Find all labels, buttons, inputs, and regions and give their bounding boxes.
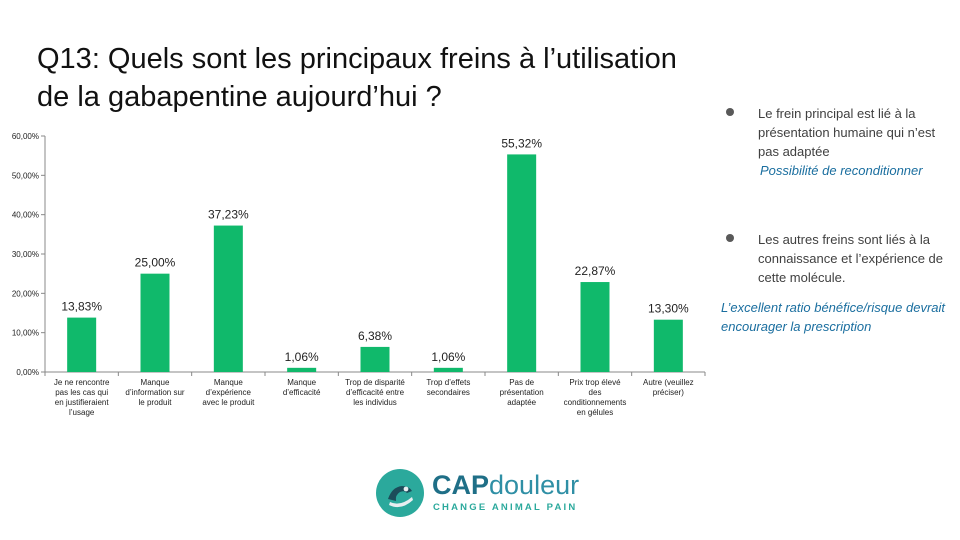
category-label-line: secondaires xyxy=(427,388,470,397)
y-tick-label: 0,00% xyxy=(16,368,39,377)
category-label-line: avec le produit xyxy=(202,398,255,407)
data-label: 13,30% xyxy=(648,302,689,316)
category-label-line: les individus xyxy=(353,398,397,407)
data-label: 1,06% xyxy=(285,350,319,364)
bar xyxy=(213,225,243,372)
category-label: Pas de présentation adaptée xyxy=(500,378,544,407)
category-label-line: d’efficacité entre xyxy=(346,388,405,397)
data-label: 25,00% xyxy=(135,256,176,270)
logo-mark-icon xyxy=(376,469,424,517)
bar xyxy=(287,367,317,372)
category-label: Je ne rencontre pas les cas qui en justifi… xyxy=(54,378,110,417)
y-tick-label: 10,00% xyxy=(12,329,39,338)
category-label-line: d’expérience xyxy=(206,388,252,397)
category-label-line: Autre (veuillez xyxy=(643,378,694,387)
category-label: Trop de disparité d’efficacité entre les i… xyxy=(345,378,405,407)
category-label-line: en gélules xyxy=(577,408,613,417)
logo-name: CAPdouleur xyxy=(432,470,579,501)
category-label-line: des xyxy=(589,388,602,397)
category-label-line: pas les cas qui xyxy=(55,388,108,397)
data-label: 55,32% xyxy=(501,136,542,150)
bullet-text: Les autres freins sont liés à la connais… xyxy=(758,232,944,285)
category-label-line: Manque xyxy=(287,378,316,387)
category-label-line: d’efficacité xyxy=(283,388,321,397)
category-label-line: Trop d’effets xyxy=(426,378,470,387)
data-label: 6,38% xyxy=(358,329,392,343)
conclusion-text: L’excellent ratio bénéfice/risque devrai… xyxy=(721,300,946,334)
y-tick-label: 40,00% xyxy=(12,211,39,220)
logo-name-light: douleur xyxy=(489,470,580,500)
category-label: Manque d’expérience avec le produit xyxy=(202,378,255,407)
category-label-line: Prix trop élevé xyxy=(569,378,621,387)
category-label-line: adaptée xyxy=(507,398,536,407)
y-tick-label: 30,00% xyxy=(12,250,39,259)
category-label-line: en justifieraient xyxy=(55,398,110,407)
bar xyxy=(507,154,537,372)
bar xyxy=(140,273,170,372)
bullet-note: Possibilité de reconditionner xyxy=(760,163,923,178)
data-label: 37,23% xyxy=(208,208,249,222)
capdouleur-logo: CAPdouleur CHANGE ANIMAL PAIN xyxy=(376,464,616,520)
category-label-line: le produit xyxy=(139,398,173,407)
category-label-line: Manque xyxy=(141,378,170,387)
logo-name-bold: CAP xyxy=(432,470,490,500)
bar xyxy=(433,367,463,372)
category-label-line: présentation xyxy=(500,388,544,397)
y-tick-label: 50,00% xyxy=(12,171,39,180)
data-label: 13,83% xyxy=(61,300,102,314)
category-label-line: préciser) xyxy=(653,388,684,397)
category-label: Manque d’efficacité xyxy=(283,378,321,397)
category-label-line: Manque xyxy=(214,378,243,387)
bullet-item: Le frein principal est lié à la présenta… xyxy=(720,104,950,180)
bullet-dot-icon xyxy=(726,108,734,116)
logo-tagline: CHANGE ANIMAL PAIN xyxy=(433,502,578,513)
bar xyxy=(67,317,97,372)
bullet-dot-icon xyxy=(726,234,734,242)
data-label: 1,06% xyxy=(431,350,465,364)
bar xyxy=(653,319,683,372)
category-label: Manque d’information sur le produit xyxy=(125,378,184,407)
data-label: 22,87% xyxy=(575,264,616,278)
slide-title: Q13: Quels sont les principaux freins à … xyxy=(37,43,677,113)
category-label-line: d’information sur xyxy=(125,388,184,397)
category-label-line: l’usage xyxy=(69,408,95,417)
y-tick-label: 20,00% xyxy=(12,289,39,298)
category-label-line: Je ne rencontre xyxy=(54,378,110,387)
bar xyxy=(360,346,390,372)
category-label-line: conditionnements xyxy=(564,398,627,407)
category-label-line: Trop de disparité xyxy=(345,378,405,387)
bar xyxy=(580,282,610,372)
category-label: Prix trop élevé des conditionnements en gél… xyxy=(564,378,627,417)
bullet-text: Le frein principal est lié à la présenta… xyxy=(758,106,936,159)
category-label: Trop d’effets secondaires xyxy=(426,378,470,397)
y-tick-label: 60,00% xyxy=(12,132,39,141)
bullet-item: Les autres freins sont liés à la connais… xyxy=(720,230,950,287)
category-label-line: Pas de xyxy=(509,378,534,387)
bullet-list: Le frein principal est lié à la présenta… xyxy=(720,104,950,287)
category-label: Autre (veuillez préciser) xyxy=(643,378,694,397)
